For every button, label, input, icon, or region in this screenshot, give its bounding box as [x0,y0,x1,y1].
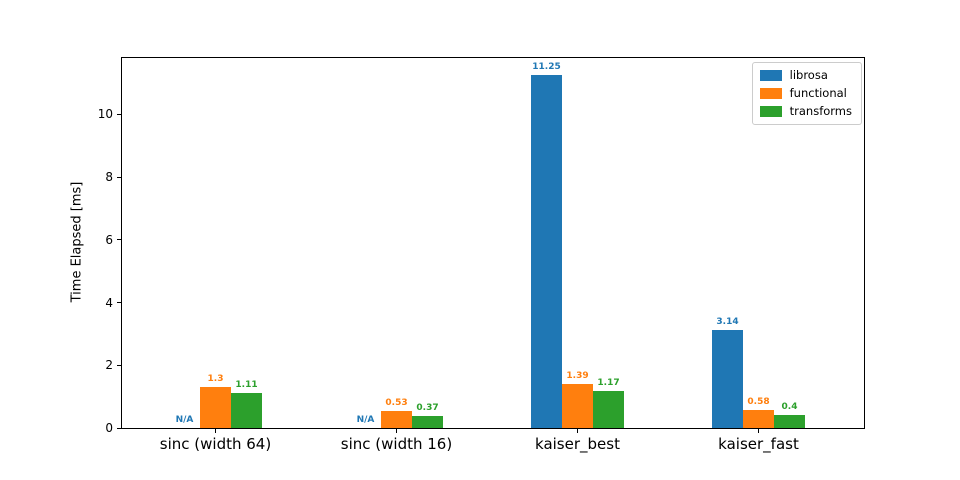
x-tick-mark [758,429,759,433]
legend-item-functional: functional [759,85,852,101]
y-tick-label: 6 [105,232,113,247]
bar-librosa-2 [531,75,562,428]
legend-label-transforms: transforms [789,103,852,118]
legend-label-functional: functional [789,85,847,100]
bar-value-label: 11.25 [532,62,561,73]
y-tick-label: 2 [105,358,113,373]
bar-value-label: 0.37 [416,403,439,414]
bar-functional-2 [562,384,593,428]
y-tick-label: 0 [105,421,113,435]
x-tick-label: sinc (width 16) [340,435,453,453]
legend-swatch-transforms [759,105,782,117]
legend-item-transforms: transforms [759,103,852,119]
bar-value-label: 1.17 [597,378,620,389]
bar-transforms-3 [774,415,805,428]
y-tick-mark [117,427,121,429]
plot-area: 0 2 4 6 8 10 sinc (width 64) N/A 1.3 1.11 sinc (wi… [98,57,865,452]
y-tick-mark [117,239,121,241]
x-tick-mark [215,429,216,433]
bar-functional-1 [381,411,412,428]
y-axis-title: Time Elapsed [ms] [69,181,85,303]
y-tick-label: 8 [105,170,113,185]
bar-value-label: 1.11 [235,380,258,391]
legend-swatch-librosa [759,69,782,81]
bar-value-label: 0.4 [781,402,798,413]
legend-item-librosa: librosa [759,68,852,83]
bar-value-label: 1.39 [566,371,589,382]
y-tick-mark [117,176,121,178]
bar-transforms-1 [412,416,443,428]
bar-value-label: N/A [356,415,375,425]
bar-value-label: 0.53 [385,398,408,409]
x-tick-mark [396,429,397,433]
bar-functional-3 [743,409,774,428]
bar-value-label: N/A [175,415,194,425]
bar-value-label: 1.3 [207,374,224,385]
bar-transforms-0 [231,393,262,428]
x-tick-label: kaiser_fast [718,435,799,453]
legend: librosa functional transforms [751,62,862,125]
y-tick-mark [117,113,121,115]
x-tick-mark [577,429,578,433]
y-tick-label: 10 [97,107,113,122]
legend-label-librosa: librosa [789,68,828,82]
bar-value-label: 3.14 [716,316,739,327]
legend-swatch-functional [759,87,782,99]
x-tick-label: kaiser_best [535,435,620,453]
bar-transforms-2 [593,391,624,428]
bar-functional-0 [200,387,231,428]
bar-value-label: 0.58 [747,396,770,407]
y-tick-mark [117,302,121,304]
y-tick-label: 4 [105,295,113,310]
bar-librosa-3 [712,329,743,428]
y-tick-mark [117,364,121,366]
x-tick-label: sinc (width 64) [159,435,272,453]
